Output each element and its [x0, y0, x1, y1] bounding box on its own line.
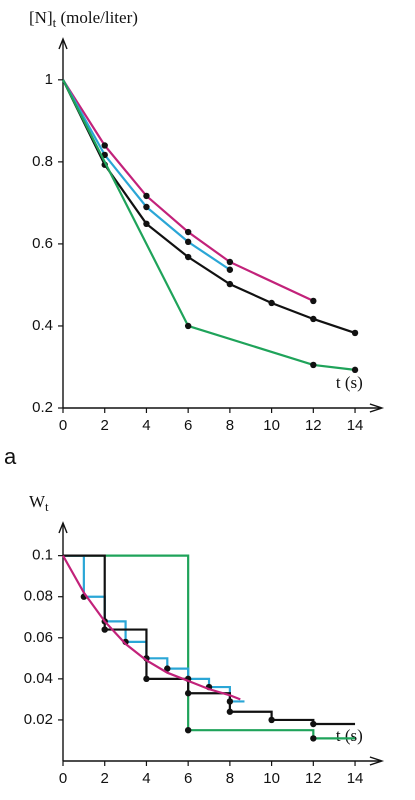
- data-point: [101, 626, 108, 633]
- x-tick-label: 0: [59, 770, 67, 787]
- x-axis-label: t (s): [336, 726, 363, 745]
- series-line: [63, 554, 356, 726]
- data-point: [184, 690, 192, 697]
- data-point: [310, 361, 317, 369]
- x-tick-label: 14: [347, 417, 364, 434]
- data-point: [351, 366, 359, 374]
- y-axis-label-part: t: [53, 15, 57, 30]
- y-tick-label: 0.2: [32, 399, 53, 416]
- data-point: [143, 192, 150, 200]
- x-axis-arrow: [369, 403, 385, 413]
- data-point: [268, 716, 275, 724]
- data-point: [184, 253, 192, 261]
- x-tick-label: 0: [59, 417, 67, 434]
- data-point: [184, 726, 192, 734]
- y-axis-arrow: [58, 37, 68, 50]
- data-point: [143, 675, 150, 683]
- series-line: [62, 79, 231, 271]
- y-axis-arrow: [58, 521, 68, 534]
- data-point: [310, 315, 317, 323]
- y-tick-label: 0.04: [24, 670, 53, 687]
- data-point: [268, 299, 275, 307]
- data-point: [164, 665, 171, 672]
- data-point: [226, 266, 234, 273]
- y-axis-label-part: t: [45, 499, 49, 514]
- y-tick-label: 1: [45, 71, 53, 88]
- x-tick-label: 2: [101, 770, 109, 787]
- data-point: [351, 329, 359, 337]
- x-tick-label: 10: [263, 417, 280, 434]
- y-tick-label: 0.6: [32, 235, 53, 252]
- y-axis-label-part: [N]: [29, 8, 53, 27]
- x-tick-label: 10: [263, 770, 280, 787]
- series-line: [62, 79, 314, 302]
- series-line: [63, 554, 245, 703]
- y-tick-label: 0.1: [32, 547, 53, 564]
- data-point: [226, 258, 234, 266]
- x-tick-label: 6: [184, 770, 192, 787]
- y-tick-label: 0.08: [24, 588, 53, 605]
- data-point: [226, 280, 234, 288]
- series-line: [62, 79, 356, 334]
- series-line: [62, 79, 356, 371]
- data-point: [310, 735, 317, 742]
- x-tick-label: 14: [347, 770, 364, 787]
- y-axis-label: Wt: [29, 492, 49, 514]
- x-tick-label: 4: [142, 417, 150, 434]
- y-axis-label-part: (mole/liter): [56, 8, 138, 27]
- y-axis-label: [N]t (mole/liter): [29, 8, 138, 30]
- data-point: [101, 142, 108, 149]
- y-tick-label: 0.8: [32, 153, 53, 170]
- x-tick-label: 2: [101, 417, 109, 434]
- data-point: [184, 238, 192, 246]
- y-tick-label: 0.02: [24, 711, 53, 728]
- x-tick-label: 6: [184, 417, 192, 434]
- x-tick-label: 12: [305, 417, 322, 434]
- x-tick-label: 8: [226, 770, 234, 787]
- data-point: [310, 297, 317, 305]
- series-line: [63, 554, 356, 740]
- data-point: [184, 228, 192, 236]
- x-tick-label: 12: [305, 770, 322, 787]
- y-tick-label: 0.06: [24, 629, 53, 646]
- y-axis-label-part: W: [29, 492, 46, 511]
- x-axis-arrow: [369, 756, 385, 766]
- data-point: [310, 720, 317, 728]
- x-tick-label: 4: [142, 770, 150, 787]
- data-point: [143, 203, 150, 211]
- y-tick-label: 0.4: [32, 317, 53, 334]
- panel-label: a: [4, 444, 17, 469]
- x-tick-label: 8: [226, 417, 234, 434]
- data-point: [184, 322, 192, 330]
- data-point: [143, 220, 150, 228]
- series-line: [62, 555, 241, 701]
- data-point: [226, 708, 234, 715]
- x-axis-label: t (s): [336, 373, 363, 392]
